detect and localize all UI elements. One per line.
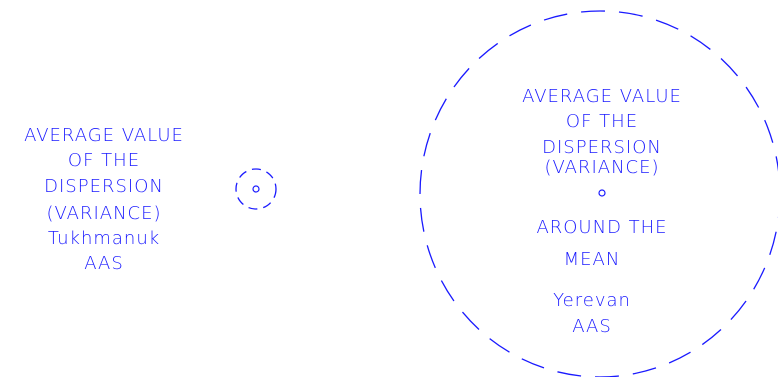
yerevan-mean-point: [598, 189, 606, 197]
yerevan-dispersion-circle: [419, 10, 778, 377]
yerevan-label-block: AVERAGE VALUE OF THE DISPERSION (VARIANC…: [522, 86, 682, 337]
left-line-2: OF THE: [68, 150, 140, 171]
right-site-line-2: AAS: [572, 316, 612, 337]
tukhmanuk-dispersion-circle: [235, 168, 277, 210]
tukhmanuk-mean-point: [252, 185, 260, 193]
right-around-line-2: MEAN: [564, 249, 621, 270]
tukhmanuk-label-block: AVERAGE VALUE OF THE DISPERSION (VARIANC…: [24, 125, 184, 274]
right-title-line-3: DISPERSION: [542, 137, 662, 158]
right-title-line-1: AVERAGE VALUE: [522, 86, 682, 107]
right-title-line-4: (VARIANCE): [544, 157, 659, 178]
left-line-1: AVERAGE VALUE: [24, 125, 184, 146]
right-site-line-1: Yerevan: [553, 290, 631, 311]
left-line-6: AAS: [84, 253, 124, 274]
right-around-line-1: AROUND THE: [536, 217, 667, 238]
left-line-3: DISPERSION: [44, 176, 164, 197]
right-title-line-2: OF THE: [566, 111, 638, 132]
left-line-5: Tukhmanuk: [48, 228, 160, 249]
left-line-4: (VARIANCE): [46, 203, 161, 224]
